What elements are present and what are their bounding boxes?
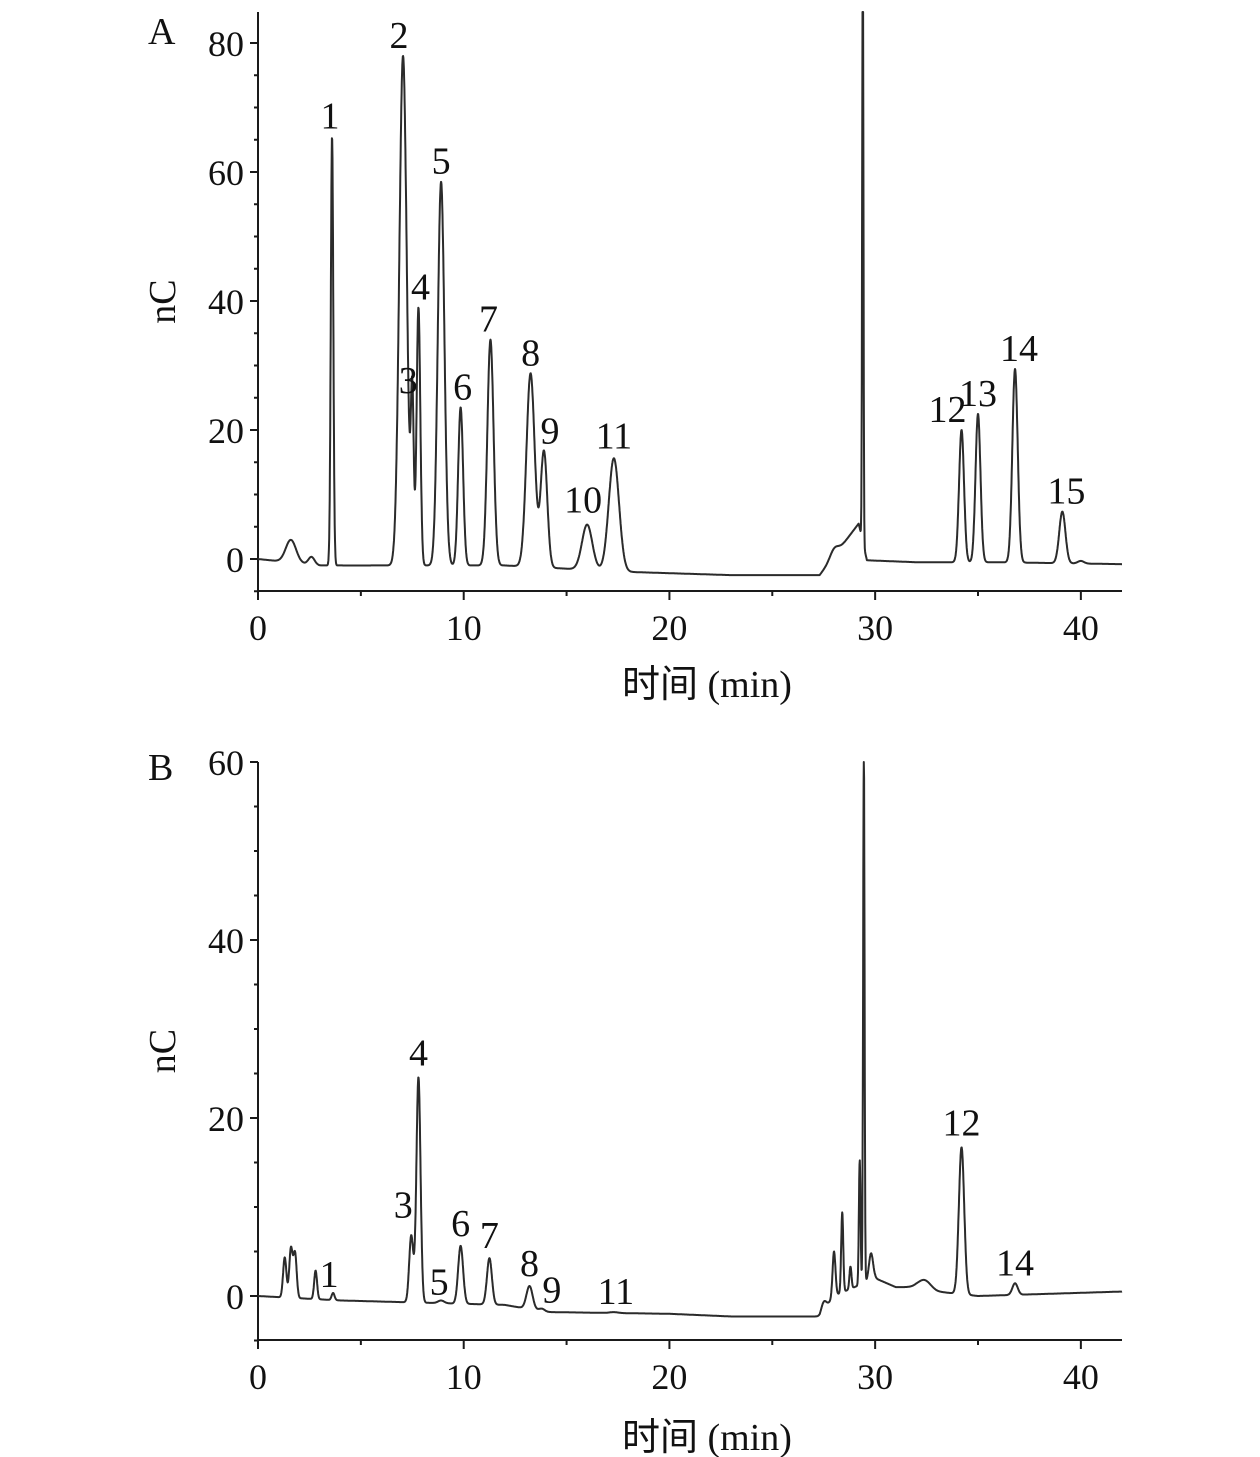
x-tick-label-A: 30: [857, 608, 893, 648]
x-tick-label-A: 40: [1063, 608, 1099, 648]
y-axis-title-A: nC: [142, 279, 184, 323]
peak-label: 7: [479, 299, 498, 341]
x-axis-title-B: 时间 (min): [622, 1417, 792, 1457]
peak-label: 14: [996, 1242, 1034, 1284]
y-tick-label-B: 20: [208, 1099, 244, 1139]
peak-label: 1: [320, 1254, 339, 1296]
peak-label: 5: [432, 141, 451, 183]
y-tick-label-B: 40: [208, 921, 244, 961]
y-tick-label-A: 20: [208, 411, 244, 451]
peak-label: 10: [564, 480, 602, 522]
y-tick-label-A: 80: [208, 24, 244, 64]
chromatogram-trace-A: [257, 11, 1123, 577]
x-tick-label-B: 20: [651, 1357, 687, 1397]
peak-label: 6: [453, 366, 472, 408]
peak-label: 8: [521, 332, 540, 374]
x-tick-label-B: 40: [1063, 1357, 1099, 1397]
y-tick-label-A: 0: [226, 540, 244, 580]
x-tick-label-B: 10: [446, 1357, 482, 1397]
y-tick-label-B: 0: [226, 1277, 244, 1317]
x-tick-label-A: 20: [651, 608, 687, 648]
peak-label: 11: [598, 1271, 635, 1313]
peak-label: 3: [394, 1185, 413, 1227]
x-axis-title-A: 时间 (min): [622, 664, 792, 706]
peak-label: 13: [959, 373, 997, 415]
x-tick-label-B: 30: [857, 1357, 893, 1397]
y-tick-label-A: 40: [208, 282, 244, 322]
peak-label: 8: [520, 1243, 539, 1285]
panel-label-A: A: [148, 11, 176, 53]
x-tick-label-A: 0: [249, 608, 267, 648]
peak-label: 6: [451, 1203, 470, 1245]
peak-label: 9: [540, 410, 559, 452]
peak-label: 1: [321, 96, 340, 138]
peak-label: 12: [943, 1102, 981, 1144]
peak-label: 7: [480, 1215, 499, 1257]
y-tick-label-B: 60: [208, 743, 244, 783]
peak-label: 12: [929, 389, 967, 431]
peak-label: 14: [1000, 328, 1038, 370]
chromatogram-trace-B: [257, 761, 1123, 1318]
peak-label: 2: [390, 15, 409, 57]
peak-label: 3: [399, 360, 418, 402]
y-tick-label-A: 60: [208, 153, 244, 193]
peak-label: 4: [409, 1032, 428, 1074]
x-tick-label-A: 10: [446, 608, 482, 648]
peak-label: 5: [430, 1262, 449, 1304]
peak-label: 9: [542, 1270, 561, 1312]
panel-label-B: B: [148, 747, 173, 789]
peak-label: 4: [411, 266, 430, 308]
y-axis-title-B: nC: [142, 1029, 184, 1073]
peak-label: 11: [596, 415, 633, 457]
x-tick-label-B: 0: [249, 1357, 267, 1397]
peak-label: 15: [1047, 471, 1085, 513]
